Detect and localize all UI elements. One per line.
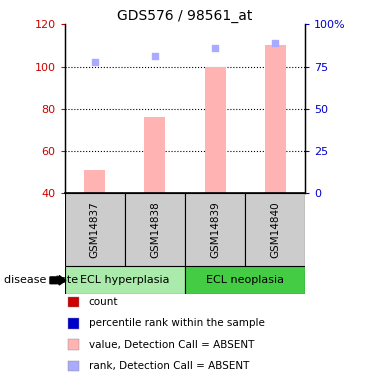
- Bar: [144, 117, 165, 193]
- Bar: [205, 67, 226, 193]
- Bar: [265, 45, 286, 193]
- Bar: [125, 193, 185, 266]
- Bar: [245, 193, 305, 266]
- Text: disease state: disease state: [4, 275, 78, 285]
- Text: rank, Detection Call = ABSENT: rank, Detection Call = ABSENT: [89, 361, 249, 371]
- Bar: [65, 266, 185, 294]
- Bar: [185, 266, 305, 294]
- Point: [212, 45, 218, 51]
- Bar: [84, 170, 105, 193]
- Text: GDS576 / 98561_at: GDS576 / 98561_at: [117, 9, 253, 23]
- Text: value, Detection Call = ABSENT: value, Detection Call = ABSENT: [89, 340, 254, 350]
- Text: GSM14840: GSM14840: [270, 201, 280, 258]
- Text: percentile rank within the sample: percentile rank within the sample: [89, 318, 265, 328]
- Text: GSM14839: GSM14839: [210, 201, 220, 258]
- Point: [152, 53, 158, 59]
- Text: ECL neoplasia: ECL neoplasia: [206, 275, 284, 285]
- Text: GSM14838: GSM14838: [150, 201, 160, 258]
- Text: count: count: [89, 297, 118, 307]
- Bar: [65, 193, 125, 266]
- Text: GSM14837: GSM14837: [90, 201, 100, 258]
- Point: [272, 40, 278, 46]
- Point: [92, 59, 98, 65]
- Text: ECL hyperplasia: ECL hyperplasia: [80, 275, 169, 285]
- Bar: [185, 193, 245, 266]
